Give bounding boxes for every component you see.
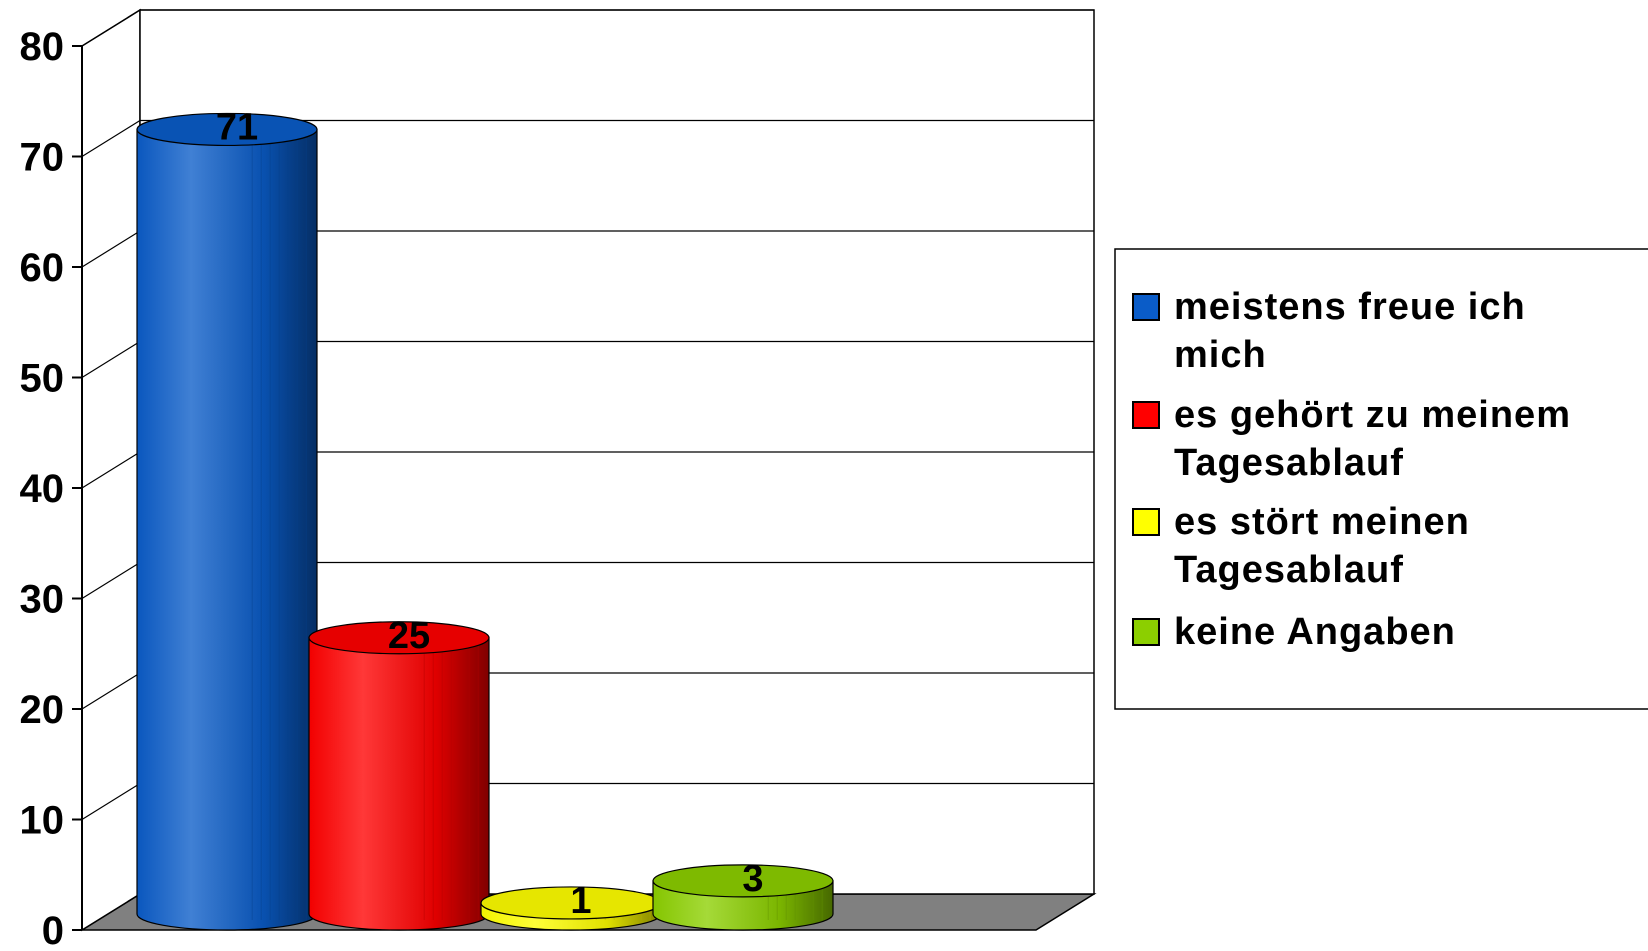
data-label-3: 3: [742, 858, 763, 900]
gridline-side-10: [81, 782, 141, 821]
gridline-side-20: [81, 672, 141, 710]
y-tick-label-80: 80: [20, 25, 65, 69]
bar-top-1: [308, 621, 490, 655]
legend-box: [1114, 248, 1648, 710]
legend-swatch-1: [1132, 401, 1160, 429]
y-tick-label-70: 70: [20, 136, 65, 180]
data-labels: 71 25 1 3: [216, 106, 764, 922]
gridline-side-30: [81, 561, 141, 600]
legend-item-2: es stört meinen Tagesablauf: [1132, 501, 1470, 591]
legend-item-1: es gehört zu meinem Tagesablauf: [1132, 394, 1571, 484]
data-label-1: 25: [388, 615, 430, 657]
gridline-side-40: [81, 451, 141, 489]
bar-0: [136, 112, 318, 931]
legend-swatch-3: [1132, 618, 1160, 646]
legend-swatch-0: [1132, 293, 1160, 321]
bars: [136, 112, 834, 931]
legend: meistens freue ich mich es gehört zu meine…: [1114, 248, 1648, 710]
legend-label-3-0: keine Angaben: [1174, 611, 1456, 653]
y-tick-label-20: 20: [20, 688, 65, 732]
y-tick-label-0: 0: [42, 909, 64, 946]
data-label-0: 71: [216, 106, 258, 148]
legend-label-2-1: Tagesablauf: [1174, 549, 1404, 591]
bar-top-3: [652, 864, 834, 898]
legend-label-0-1: mich: [1174, 334, 1267, 376]
gridline-side-60: [81, 230, 141, 268]
gridline-side-80: [81, 9, 141, 47]
bar-2: [480, 886, 662, 931]
gridline-side-70: [81, 119, 141, 158]
y-tick-label-40: 40: [20, 467, 65, 511]
legend-item-0: meistens freue ich mich: [1132, 286, 1526, 376]
gridline-side-50: [81, 340, 141, 379]
y-tick-label-50: 50: [20, 357, 65, 401]
y-tick-label-10: 10: [20, 799, 65, 843]
y-tick-label-60: 60: [20, 246, 65, 290]
bar-top-0: [136, 112, 318, 147]
legend-label-2-0: es stört meinen: [1174, 501, 1470, 543]
legend-item-3: keine Angaben: [1132, 611, 1456, 653]
legend-label-1-0: es gehört zu meinem: [1174, 394, 1571, 436]
bar-1: [308, 621, 490, 931]
legend-swatch-2: [1132, 508, 1160, 536]
y-axis: 0 10 20 30 40 50 60 70 80: [20, 25, 83, 951]
data-label-2: 1: [570, 880, 591, 922]
bar-body-0: [136, 128, 318, 931]
legend-label-0-0: meistens freue ich: [1174, 286, 1526, 328]
bar-body-1: [308, 637, 490, 931]
bar-3: [652, 864, 834, 931]
y-tick-label-30: 30: [20, 578, 65, 622]
legend-label-1-1: Tagesablauf: [1174, 442, 1404, 484]
